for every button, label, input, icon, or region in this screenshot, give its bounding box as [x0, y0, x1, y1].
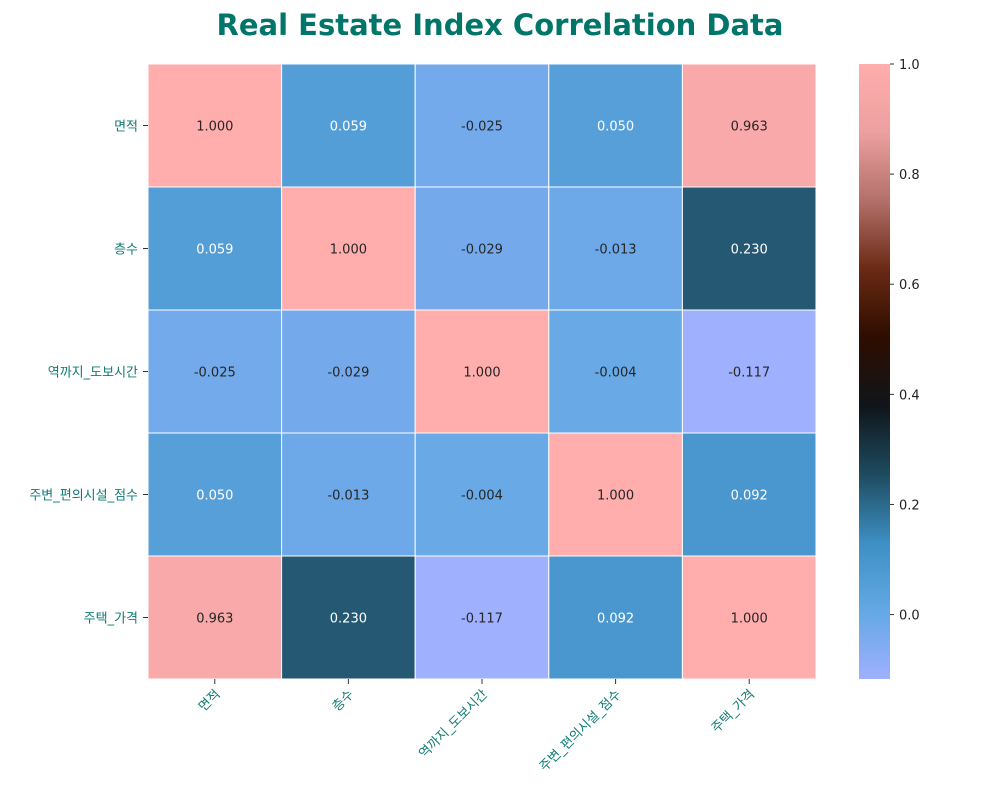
heatmap-cell	[281, 432, 416, 557]
cell-value-label: 0.092	[597, 612, 634, 627]
colorbar-tick-label: 0.4	[899, 388, 920, 403]
y-tick-label: 주변_편의시설_점수	[29, 489, 138, 504]
heatmap-cell	[681, 432, 817, 557]
cell-value-label: 0.963	[731, 120, 768, 135]
cell-value-label: -0.013	[327, 489, 369, 504]
cell-value-label: 1.000	[731, 612, 768, 627]
cell-value-label: -0.029	[461, 243, 503, 258]
heatmap-cell	[414, 309, 550, 434]
cell-value-label: 1.000	[597, 489, 634, 504]
x-tick-label: 주택_가격	[709, 687, 758, 736]
colorbar-tick-label: 1.0	[899, 58, 920, 73]
heatmap-cell	[147, 432, 283, 557]
y-tick-label: 주택_가격	[84, 612, 138, 627]
heatmap-cell	[414, 432, 550, 557]
cell-value-label: 0.963	[196, 612, 233, 627]
cell-value-label: 0.059	[330, 120, 367, 135]
heatmap-cell	[281, 186, 416, 311]
cell-value-label: -0.117	[461, 612, 503, 627]
heatmap-cell	[414, 555, 550, 680]
cell-value-label: -0.025	[194, 366, 236, 381]
heatmap-cell	[147, 555, 283, 680]
y-tick-label: 면적	[114, 120, 138, 135]
colorbar	[859, 64, 890, 679]
x-tick-label: 역까지_도보시간	[416, 687, 490, 761]
cell-value-label: 1.000	[463, 366, 500, 381]
y-tick-label: 역까지_도보시간	[48, 366, 138, 381]
colorbar-tick-label: 0.8	[899, 168, 920, 183]
heatmap-cell	[281, 309, 416, 434]
heatmap-cell	[414, 63, 550, 188]
cell-value-label: 0.050	[597, 120, 634, 135]
cell-value-label: 1.000	[330, 243, 367, 258]
x-tick-label: 면적	[196, 687, 224, 715]
heatmap-cell	[281, 63, 416, 188]
heatmap-cell	[681, 309, 817, 434]
cell-value-label: 0.050	[196, 489, 233, 504]
cell-value-label: -0.117	[728, 366, 770, 381]
cell-value-label: 1.000	[196, 120, 233, 135]
heatmap-cell	[548, 309, 683, 434]
chart-title: Real Estate Index Correlation Data	[216, 8, 784, 42]
cell-value-label: 0.230	[330, 612, 367, 627]
cell-value-label: -0.013	[595, 243, 637, 258]
heatmap-cell	[548, 186, 683, 311]
cell-value-label: -0.004	[595, 366, 637, 381]
cell-value-label: -0.025	[461, 120, 503, 135]
heatmap-cell	[548, 555, 683, 680]
heatmap-cell	[681, 186, 817, 311]
heatmap-cell	[147, 63, 283, 188]
heatmap-cell	[548, 63, 683, 188]
cell-value-label: 0.059	[196, 243, 233, 258]
colorbar-tick-label: 0.2	[899, 498, 920, 513]
colorbar-tick-label: 0.6	[899, 278, 920, 293]
x-tick-label: 층수	[330, 687, 358, 715]
heatmap-cell	[281, 555, 416, 680]
heatmap-cell	[548, 432, 683, 557]
y-tick-label: 층수	[114, 243, 138, 258]
cell-value-label: -0.004	[461, 489, 503, 504]
heatmap-cell	[414, 186, 550, 311]
cell-value-label: 0.092	[731, 489, 768, 504]
cell-value-label: -0.029	[327, 366, 369, 381]
heatmap-cell	[681, 555, 817, 680]
x-tick-label: 주변_편의시설_점수	[537, 687, 624, 774]
cell-value-label: 0.230	[731, 243, 768, 258]
colorbar-tick-label: 0.0	[899, 609, 920, 624]
